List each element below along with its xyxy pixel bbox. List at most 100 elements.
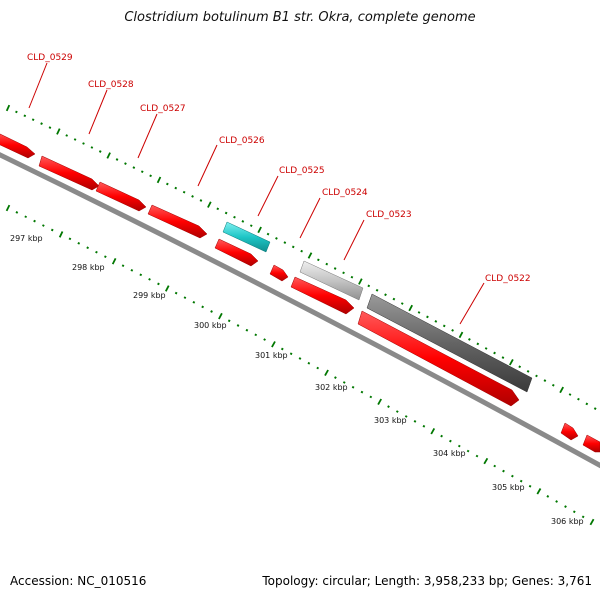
ruler-minor-tick	[475, 454, 479, 458]
gene-label-cld-0529: CLD_0529	[27, 53, 73, 63]
scale-label-306: 306 kbp	[551, 517, 584, 526]
gene-feature[interactable]	[147, 204, 208, 239]
label-leaders	[28, 62, 485, 325]
ruler-minor-tick	[245, 328, 249, 332]
ruler-minor-tick	[384, 293, 387, 297]
ruler-minor-tick	[73, 138, 77, 141]
ruler-minor-tick	[104, 255, 107, 259]
scale-label-303: 303 kbp	[374, 416, 407, 425]
ruler-minor-tick	[422, 424, 426, 428]
gene-feature[interactable]	[560, 422, 579, 441]
ruler-minor-tick	[289, 352, 293, 356]
ruler-minor-tick	[466, 449, 470, 453]
ruler-minor-tick	[325, 262, 329, 266]
ruler-minor-tick	[132, 166, 136, 169]
ruler-major-tick	[430, 427, 436, 435]
ruler-minor-tick	[493, 464, 497, 468]
ruler-minor-tick	[334, 376, 337, 379]
ruler-minor-tick	[317, 258, 320, 262]
ruler-minor-tick	[564, 505, 567, 508]
ruler-minor-tick	[199, 199, 203, 202]
gene-feature[interactable]	[290, 276, 355, 315]
ruler-minor-tick	[90, 146, 94, 149]
scale-label-302: 302 kbp	[315, 383, 348, 392]
ruler-minor-tick	[404, 415, 408, 418]
ruler-minor-tick	[42, 224, 45, 227]
ruler-minor-tick	[283, 241, 287, 244]
scale-label-299: 299 kbp	[133, 291, 166, 300]
ruler-minor-tick	[367, 284, 371, 288]
ruler-minor-tick	[157, 282, 160, 286]
gene-highlight-cld-0525[interactable]	[222, 221, 271, 253]
ruler-minor-tick	[33, 219, 36, 223]
ruler-minor-tick	[249, 224, 253, 227]
gene-dark-gray-cld-0522[interactable]	[366, 293, 533, 393]
scale-label-298: 298 kbp	[72, 263, 105, 272]
ruler-minor-tick	[440, 434, 443, 438]
ruler-minor-tick	[124, 162, 127, 165]
ruler-minor-tick	[568, 393, 572, 396]
gene-light-gray-cld-0523[interactable]	[299, 260, 364, 301]
gene-label-cld-0528: CLD_0528	[88, 80, 134, 90]
ruler-minor-tick	[501, 356, 505, 359]
ruler-major-tick	[56, 128, 61, 135]
ruler-minor-tick	[555, 500, 558, 503]
ruler-minor-tick	[139, 273, 143, 277]
ruler-minor-tick	[82, 142, 85, 145]
ruler-minor-tick	[519, 479, 523, 483]
gene-feature[interactable]	[269, 264, 289, 282]
gene-feature[interactable]	[214, 238, 259, 267]
ruler-minor-tick	[50, 228, 54, 232]
ruler-minor-tick	[417, 311, 421, 314]
ruler-minor-tick	[375, 288, 379, 292]
ruler-minor-tick	[191, 195, 194, 198]
ruler-minor-tick	[387, 405, 390, 409]
ruler-minor-tick	[23, 114, 27, 118]
ruler-minor-tick	[266, 232, 270, 236]
ruler-minor-tick	[342, 381, 346, 384]
ruler-minor-tick	[201, 305, 204, 309]
map-title: Clostridium botulinum B1 str. Okra, comp…	[124, 10, 476, 25]
ruler-minor-tick	[572, 510, 576, 514]
gene-feature[interactable]	[95, 181, 147, 212]
ruler-minor-tick	[511, 474, 514, 478]
ruler-minor-tick	[298, 357, 302, 360]
ruler-minor-tick	[551, 383, 555, 387]
ruler-minor-tick	[15, 211, 19, 214]
ruler-minor-tick	[316, 366, 320, 370]
gene-labels: CLD_0529 CLD_0528 CLD_0527 CLD_0526 CLD_…	[27, 53, 531, 284]
genome-summary-text: Topology: circular; Length: 3,958,233 bp…	[262, 574, 592, 588]
ruler-major-tick	[324, 369, 329, 377]
scale-label-301: 301 kbp	[255, 351, 288, 360]
ruler-minor-tick	[224, 211, 228, 215]
ruler-minor-tick	[233, 215, 236, 219]
ruler-major-tick	[156, 176, 162, 184]
ruler-minor-tick	[86, 246, 89, 250]
ruler-major-tick	[271, 341, 276, 348]
gene-feature[interactable]	[38, 155, 100, 191]
ruler-minor-tick	[216, 207, 220, 211]
gene-label-cld-0526: CLD_0526	[219, 136, 265, 146]
gene-label-cld-0525: CLD_0525	[279, 166, 325, 176]
ruler-minor-tick	[360, 390, 364, 394]
gene-feature[interactable]	[0, 132, 36, 159]
scale-label-297: 297 kbp	[10, 234, 43, 243]
ruler-minor-tick	[395, 410, 399, 413]
ruler-minor-tick	[451, 328, 454, 332]
ruler-minor-tick	[528, 484, 532, 488]
ruler-minor-tick	[68, 237, 72, 241]
ruler-minor-tick	[149, 174, 152, 178]
ruler-minor-tick	[227, 319, 231, 323]
gene-feature[interactable]	[357, 310, 520, 407]
ruler-major-tick	[358, 278, 363, 285]
ruler-major-tick	[509, 358, 514, 366]
ruler-minor-tick	[585, 402, 589, 406]
ruler-major-tick	[5, 104, 11, 112]
ruler-minor-tick	[174, 186, 178, 190]
ruler-major-tick	[207, 201, 212, 208]
gene-feature[interactable]	[582, 434, 600, 453]
ruler-minor-tick	[350, 275, 354, 279]
ruler-minor-tick	[493, 351, 496, 355]
ruler-minor-tick	[48, 126, 52, 129]
